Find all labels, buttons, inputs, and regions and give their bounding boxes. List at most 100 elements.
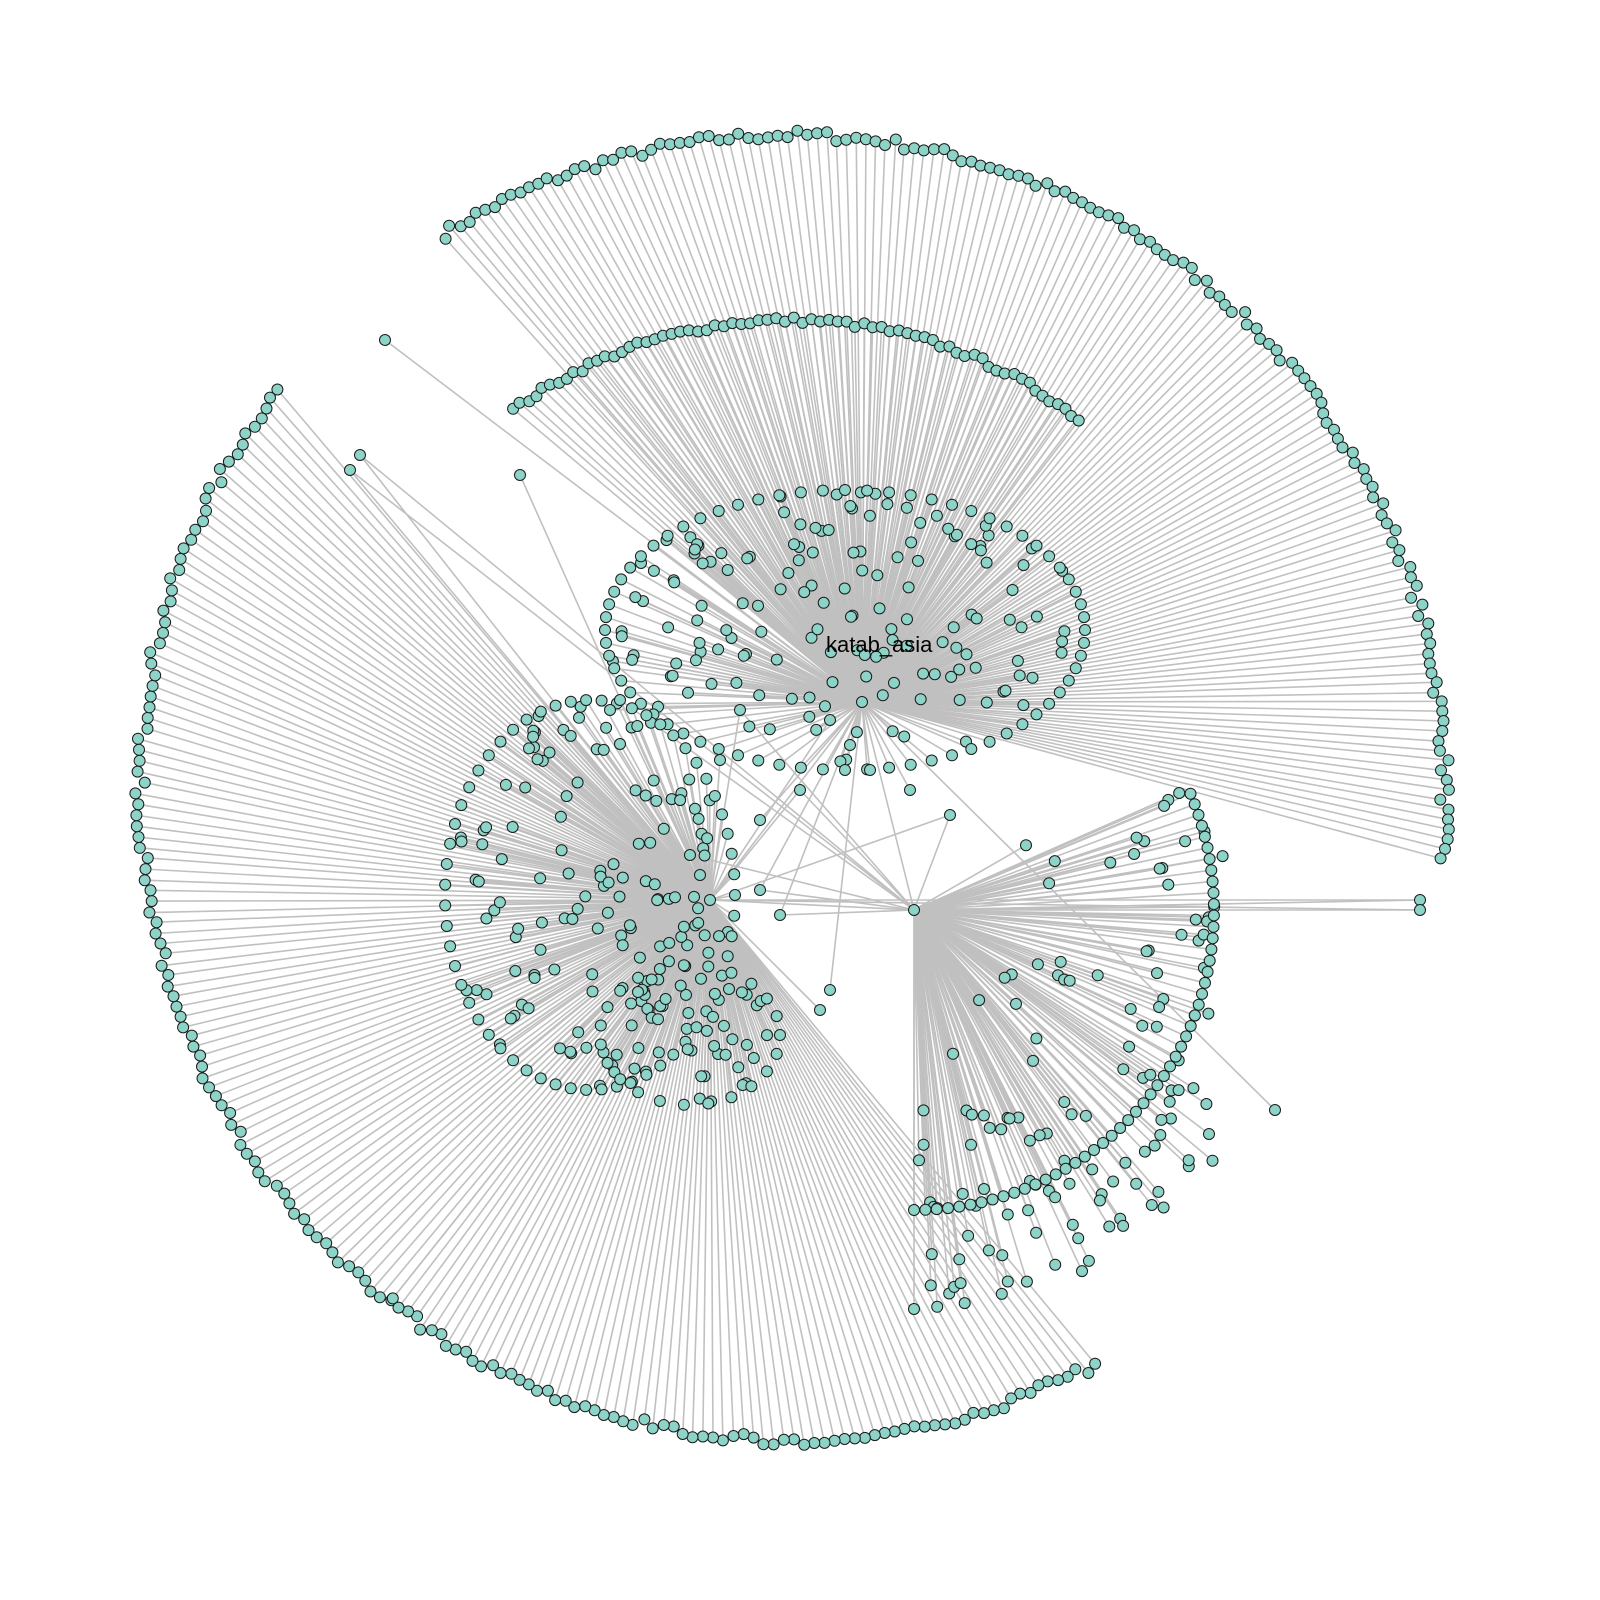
cluster-node [615, 674, 628, 687]
edge [913, 792, 1191, 911]
cluster-node [708, 790, 721, 802]
outer-node [722, 133, 735, 146]
cluster-node [668, 576, 681, 589]
edge [849, 701, 863, 746]
edge [861, 701, 1441, 860]
edge [709, 899, 778, 1055]
fan-node [925, 1248, 938, 1261]
outer-node [133, 743, 145, 756]
outer-node [144, 884, 157, 897]
fan-node [1169, 1050, 1182, 1063]
outer-node [513, 396, 526, 409]
outer-node [1273, 354, 1286, 367]
edge [620, 578, 863, 703]
edge [709, 899, 768, 1072]
cluster-node [716, 808, 728, 821]
cluster-node [1074, 598, 1087, 611]
cluster-node [809, 521, 822, 534]
bridge-node [379, 334, 391, 346]
cluster-node [692, 812, 705, 825]
outer-node [978, 1407, 990, 1420]
outer-node [578, 160, 591, 173]
edge [549, 384, 863, 703]
cluster-node [591, 922, 604, 935]
edge [602, 899, 711, 1416]
cluster-node [520, 713, 533, 726]
bridge-node [814, 1004, 826, 1016]
edge [799, 789, 915, 911]
outer-node [938, 143, 951, 156]
edge [630, 691, 863, 703]
edge [913, 909, 1077, 1164]
outer-node [667, 1420, 680, 1433]
edge [162, 632, 711, 901]
edge [137, 738, 711, 901]
cluster-node [455, 978, 468, 991]
cluster-node [760, 1065, 773, 1078]
outer-node [1029, 179, 1042, 192]
cluster-node [675, 930, 688, 943]
cluster-node [472, 1013, 485, 1026]
edge [488, 754, 711, 901]
cluster-node [752, 599, 764, 612]
edge [861, 701, 1037, 716]
outer-node [146, 679, 159, 692]
outer-node [1270, 344, 1283, 357]
cluster-node [983, 512, 996, 525]
outer-node [475, 1360, 488, 1373]
cluster-node [449, 818, 461, 830]
bridge-node [904, 784, 916, 796]
outer-node [838, 1433, 851, 1445]
cluster-node [455, 835, 468, 848]
fan-node [1164, 1060, 1176, 1073]
cluster-node [624, 1077, 637, 1089]
cluster-node [594, 870, 607, 883]
outer-node [460, 1345, 473, 1358]
edge [861, 490, 868, 703]
cluster-node [928, 668, 941, 681]
edge [709, 899, 876, 1436]
cluster-node [950, 528, 963, 541]
outer-node [225, 1118, 238, 1131]
edge [679, 331, 863, 703]
fan-node [1023, 1134, 1036, 1147]
cluster-node [965, 538, 978, 551]
fan-node [1088, 1144, 1100, 1156]
outer-node [174, 1010, 187, 1023]
outer-node [576, 365, 589, 378]
cluster-node [717, 1019, 730, 1032]
cluster-node [677, 959, 690, 972]
outer-node [1250, 322, 1263, 335]
cluster-node [554, 1042, 566, 1055]
fan-node [965, 1138, 977, 1151]
edge [913, 909, 1152, 1096]
cluster-node [838, 582, 851, 595]
edge [709, 719, 831, 901]
cluster-node [610, 1048, 623, 1061]
cluster-node [677, 727, 690, 740]
edge [861, 701, 1449, 811]
outer-node [414, 1323, 427, 1336]
edge [913, 909, 961, 1207]
cluster-node [564, 1082, 577, 1095]
fan-node [997, 1190, 1010, 1203]
outer-node [798, 1438, 811, 1451]
cluster-node [650, 794, 663, 807]
edge [700, 701, 863, 743]
edge [709, 899, 866, 1439]
outer-node [757, 1438, 770, 1451]
cluster-node [600, 636, 612, 649]
cluster-node [805, 631, 818, 644]
edge [913, 909, 1182, 1048]
cluster-node [1078, 636, 1090, 649]
cluster-node [732, 1061, 745, 1074]
cluster-node [662, 955, 675, 968]
fan-node [1173, 787, 1186, 799]
edge [913, 909, 1214, 928]
fan-node [942, 1202, 954, 1215]
cluster-node [761, 1029, 773, 1042]
fan-node [1205, 864, 1218, 877]
cluster-node [616, 939, 629, 952]
cluster-node [1069, 662, 1082, 675]
edge [444, 238, 863, 703]
